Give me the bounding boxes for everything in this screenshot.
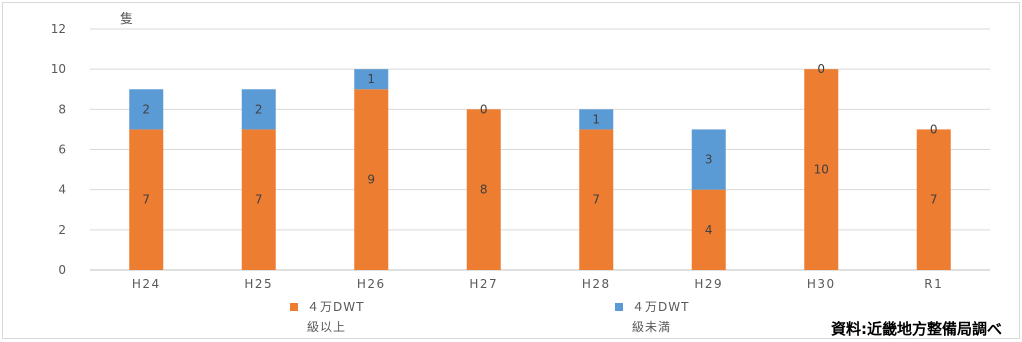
y-unit-label: 隻 <box>120 12 133 27</box>
y-tick-label-0: 0 <box>58 263 66 277</box>
bar-H30-series-0 <box>804 69 839 271</box>
data-label-H27-series-0: 8 <box>480 183 488 197</box>
x-tick-label-0: H24 <box>132 277 161 291</box>
y-tick-label-2: 4 <box>58 183 66 197</box>
legend-swatch-0 <box>290 303 298 311</box>
bar-H26-series-1 <box>354 69 389 90</box>
data-label-H28-series-0: 7 <box>592 193 600 207</box>
bar-H29-series-0 <box>691 189 726 270</box>
data-label-R1-series-0: 7 <box>930 193 938 207</box>
bar-H28-series-1 <box>579 109 614 130</box>
legend-swatch-1 <box>615 303 623 311</box>
x-tick-label-1: H25 <box>244 277 273 291</box>
data-label-H29-series-1: 3 <box>705 153 713 167</box>
y-tick-label-5: 10 <box>51 62 66 76</box>
data-label-H29-series-0: 4 <box>705 223 713 237</box>
bar-H25-series-0 <box>241 129 276 270</box>
data-label-H25-series-1: 2 <box>255 102 263 116</box>
bar-H29-series-1 <box>691 129 726 190</box>
data-label-H30-series-0: 10 <box>814 163 829 177</box>
x-tick-label-5: H29 <box>694 277 723 291</box>
data-label-R1-series-1: 0 <box>930 122 938 136</box>
bar-R1-series-0 <box>916 129 951 270</box>
legend-label-1-line-2: 級未満 <box>632 320 671 334</box>
data-label-H24-series-0: 7 <box>142 193 150 207</box>
x-tick-label-7: R1 <box>924 277 943 291</box>
bar-H24-series-1 <box>129 89 164 130</box>
data-label-H27-series-1: 0 <box>480 102 488 116</box>
legend-label-0-line-1: ４万DWT <box>307 300 364 314</box>
y-tick-label-1: 2 <box>58 223 66 237</box>
data-label-H30-series-1: 0 <box>817 62 825 76</box>
x-tick-label-6: H30 <box>807 277 836 291</box>
data-label-H24-series-1: 2 <box>142 102 150 116</box>
data-label-H26-series-1: 1 <box>367 72 375 86</box>
legend-label-1-line-1: ４万DWT <box>632 300 689 314</box>
x-tick-label-3: H27 <box>469 277 498 291</box>
data-label-H25-series-0: 7 <box>255 193 263 207</box>
data-label-H26-series-0: 9 <box>367 173 375 187</box>
x-tick-label-2: H26 <box>357 277 386 291</box>
bar-H26-series-0 <box>354 89 389 270</box>
legend-label-0-line-2: 級以上 <box>307 320 346 334</box>
bar-H28-series-0 <box>579 129 614 270</box>
bar-H24-series-0 <box>129 129 164 270</box>
source-credit: 資料:近畿地方整備局調べ <box>831 320 1002 338</box>
y-tick-label-6: 12 <box>51 22 66 36</box>
data-label-H28-series-1: 1 <box>592 112 600 126</box>
y-tick-label-4: 8 <box>58 102 66 116</box>
bar-H27-series-0 <box>466 109 501 270</box>
x-tick-label-4: H28 <box>582 277 611 291</box>
bar-H25-series-1 <box>241 89 276 130</box>
y-tick-label-3: 6 <box>58 143 66 157</box>
